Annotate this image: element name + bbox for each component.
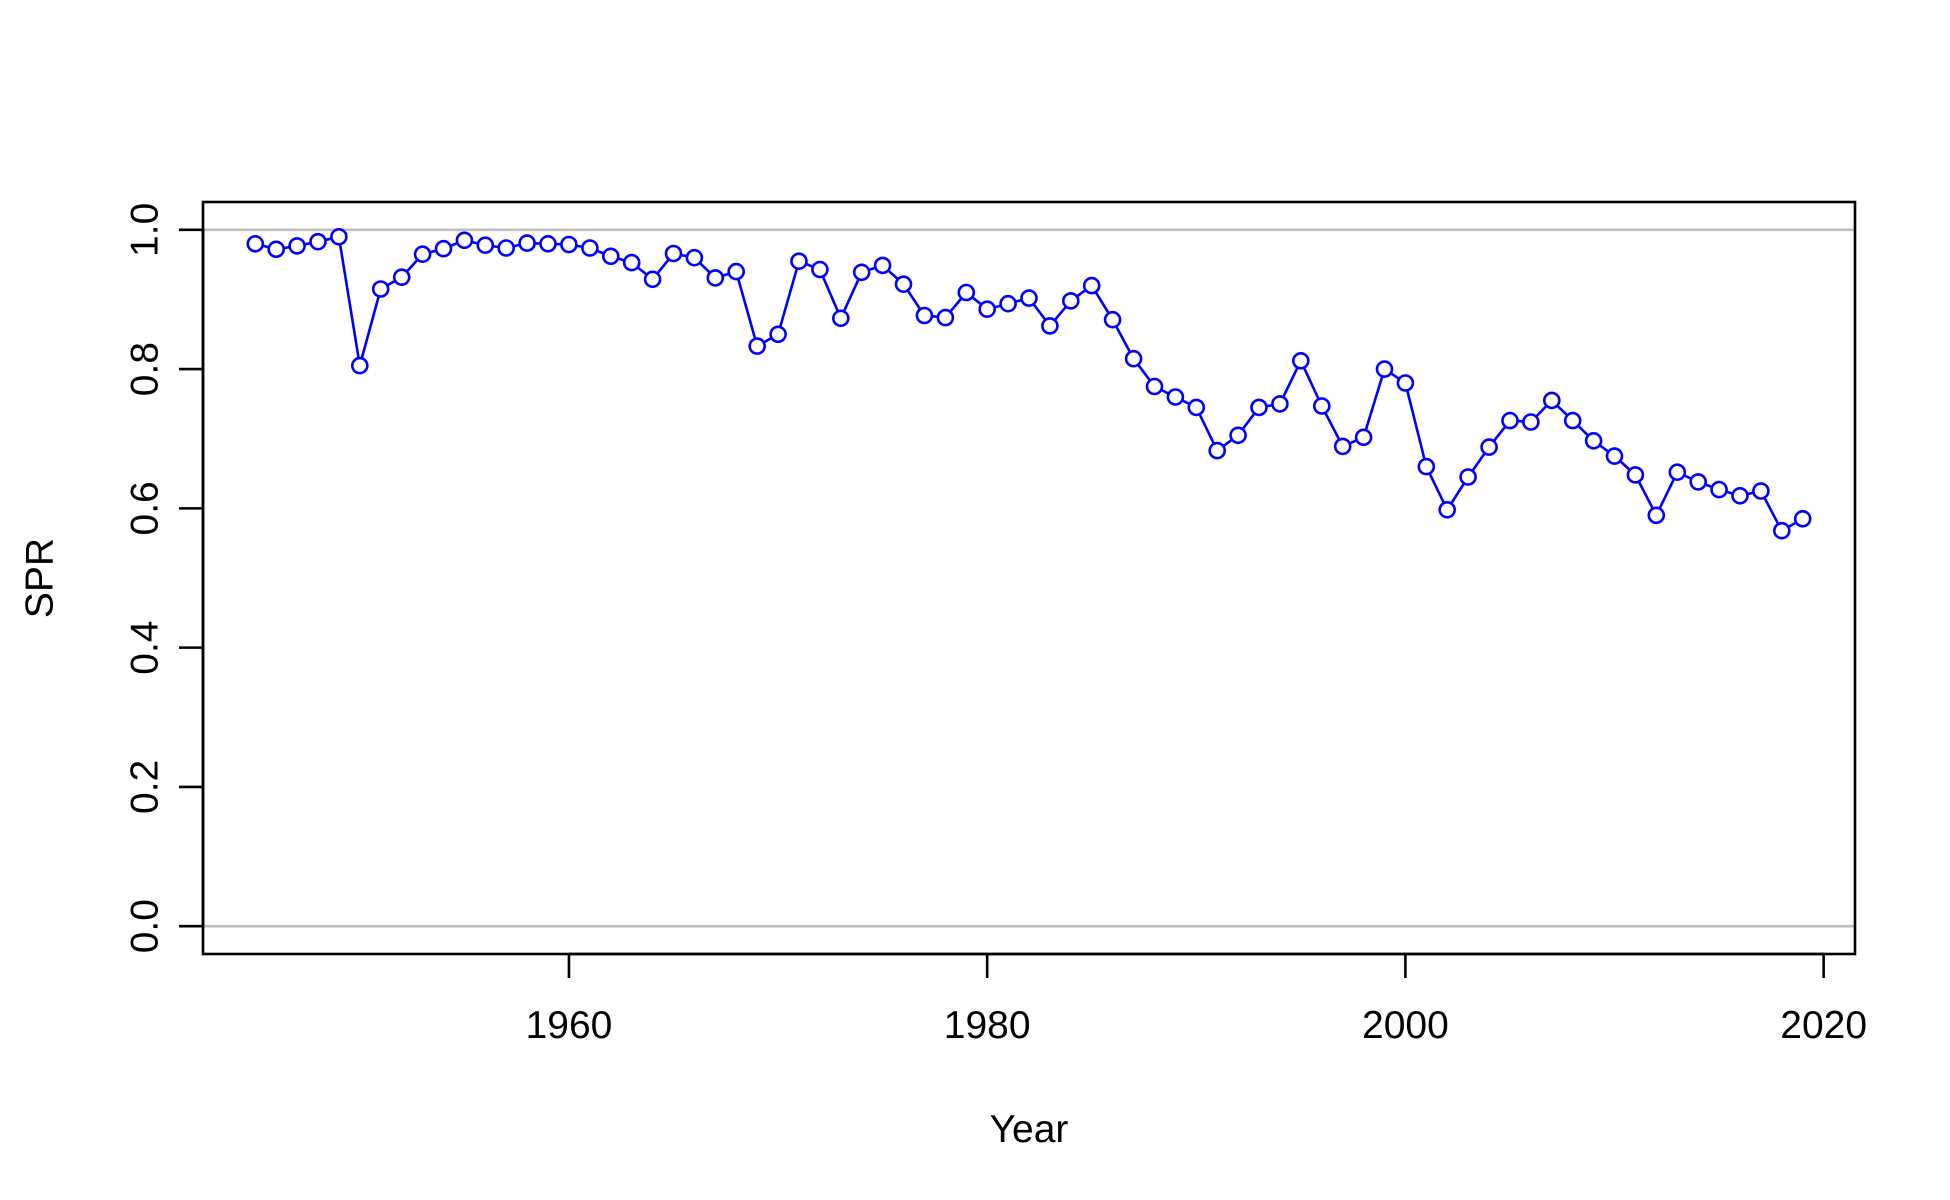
data-point-2001 (1417, 457, 1436, 476)
data-point-2013 (1668, 463, 1687, 482)
data-point-1956 (476, 236, 495, 254)
data-point-1951 (371, 280, 390, 298)
x-tick-label: 1960 (526, 1004, 613, 1047)
data-point-2000 (1396, 374, 1415, 392)
data-point-1973 (831, 309, 850, 328)
data-point-1976 (894, 275, 913, 294)
x-tick-label: 1980 (944, 1004, 1031, 1047)
y-tick-label: 1.0 (123, 203, 166, 257)
data-point-1968 (727, 262, 746, 281)
data-point-1947 (288, 237, 306, 255)
data-point-1981 (999, 294, 1017, 313)
data-point-1963 (622, 253, 641, 272)
data-point-2008 (1563, 411, 1582, 430)
data-point-2002 (1438, 500, 1456, 519)
data-point-1979 (957, 283, 976, 302)
data-point-1983 (1041, 317, 1059, 335)
x-axis: 1960 1980 2000 2020 (526, 952, 1867, 1047)
data-point-1957 (497, 239, 516, 257)
data-point-2010 (1605, 447, 1624, 465)
y-tick-label: 0.6 (123, 481, 166, 535)
y-axis-title: SPR (18, 538, 61, 618)
data-point-1977 (915, 306, 934, 325)
data-point-1969 (748, 337, 767, 355)
data-point-1988 (1145, 377, 1164, 396)
data-point-2006 (1522, 413, 1540, 431)
x-tick-label: 2000 (1362, 1004, 1449, 1047)
data-point-1996 (1313, 397, 1331, 415)
data-point-1987 (1124, 349, 1143, 368)
data-point-1961 (581, 239, 599, 257)
data-point-1971 (790, 252, 808, 271)
data-point-2005 (1501, 411, 1519, 430)
data-point-1994 (1271, 395, 1289, 413)
data-point-1978 (936, 308, 955, 327)
data-point-2007 (1543, 391, 1561, 410)
data-point-1992 (1229, 426, 1247, 445)
data-point-1993 (1250, 398, 1268, 417)
data-point-1945 (246, 235, 265, 253)
data-point-1948 (309, 232, 327, 251)
data-point-1959 (539, 235, 557, 253)
data-point-1964 (643, 270, 662, 289)
data-point-1986 (1103, 310, 1122, 329)
data-point-2014 (1689, 473, 1707, 491)
data-point-1972 (811, 260, 829, 279)
data-point-1966 (685, 248, 704, 267)
data-point-1999 (1375, 360, 1394, 378)
data-point-1982 (1020, 289, 1038, 307)
data-point-1962 (601, 247, 620, 266)
data-point-1960 (560, 235, 578, 254)
data-point-1984 (1062, 292, 1080, 310)
data-point-1967 (706, 269, 725, 287)
y-tick-label: 0.4 (123, 621, 166, 675)
data-point-2015 (1710, 480, 1728, 499)
data-point-1970 (769, 325, 787, 344)
data-point-1958 (518, 234, 536, 252)
data-point-1980 (978, 300, 997, 319)
y-axis: 0.0 0.2 0.4 0.6 0.8 1.0 (123, 203, 205, 953)
data-point-2016 (1731, 486, 1749, 505)
data-point-1991 (1208, 441, 1226, 460)
y-tick-label: 0.8 (123, 342, 166, 396)
data-point-2018 (1773, 521, 1791, 540)
data-point-2011 (1626, 466, 1645, 484)
data-point-1950 (350, 356, 369, 375)
data-point-2012 (1647, 506, 1666, 525)
data-point-2009 (1584, 431, 1603, 450)
data-point-1997 (1333, 437, 1352, 456)
data-point-1989 (1166, 388, 1185, 406)
x-axis-title: Year (990, 1108, 1069, 1151)
data-point-1965 (664, 244, 683, 263)
data-point-1954 (434, 239, 453, 258)
data-point-1998 (1354, 428, 1373, 447)
y-tick-label: 0.0 (123, 899, 166, 953)
data-point-1990 (1187, 398, 1206, 417)
data-point-1985 (1082, 276, 1101, 295)
data-point-1995 (1292, 351, 1310, 370)
data-point-1946 (267, 240, 286, 259)
data-point-2017 (1752, 482, 1770, 500)
data-point-1975 (873, 256, 892, 275)
data-point-2004 (1480, 438, 1498, 456)
data-point-1955 (455, 231, 474, 250)
y-tick-label: 0.2 (123, 760, 166, 814)
data-point-2003 (1459, 468, 1477, 486)
reference-lines (203, 228, 1855, 928)
data-point-1952 (392, 268, 411, 287)
data-point-1953 (413, 245, 432, 263)
data-point-2019 (1793, 509, 1812, 528)
data-point-1974 (852, 263, 871, 282)
data-point-1949 (330, 228, 348, 246)
series-layer (246, 228, 1812, 540)
x-tick-label: 2020 (1780, 1004, 1867, 1047)
